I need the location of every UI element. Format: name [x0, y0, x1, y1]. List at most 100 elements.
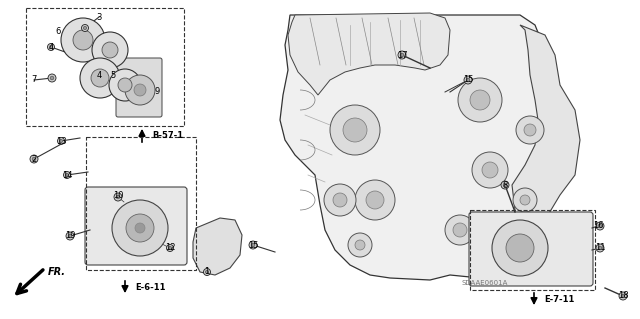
Text: 15: 15 — [248, 241, 259, 249]
Circle shape — [58, 137, 65, 145]
Circle shape — [73, 30, 93, 50]
Text: 4: 4 — [97, 70, 102, 79]
Circle shape — [501, 181, 509, 189]
Circle shape — [65, 174, 68, 177]
Circle shape — [596, 222, 604, 230]
Circle shape — [80, 58, 120, 98]
Circle shape — [466, 78, 470, 82]
Circle shape — [125, 75, 155, 105]
Bar — [86, 137, 196, 270]
Circle shape — [134, 84, 146, 96]
Circle shape — [506, 234, 534, 262]
Circle shape — [470, 90, 490, 110]
Circle shape — [61, 18, 105, 62]
Text: E-6-11: E-6-11 — [135, 283, 166, 292]
Circle shape — [50, 76, 54, 80]
Circle shape — [81, 25, 88, 32]
Circle shape — [49, 45, 52, 48]
Text: FR.: FR. — [48, 267, 66, 277]
Circle shape — [324, 184, 356, 216]
Polygon shape — [193, 218, 242, 275]
Circle shape — [204, 269, 211, 276]
Bar — [470, 210, 595, 290]
Polygon shape — [505, 25, 580, 278]
Circle shape — [205, 271, 209, 274]
Text: 17: 17 — [397, 50, 407, 60]
Circle shape — [168, 246, 172, 249]
Circle shape — [492, 220, 548, 276]
Circle shape — [520, 195, 530, 205]
Circle shape — [114, 193, 122, 201]
Circle shape — [112, 200, 168, 256]
Circle shape — [366, 191, 384, 209]
Circle shape — [47, 43, 54, 50]
Circle shape — [513, 188, 537, 212]
Circle shape — [464, 76, 472, 84]
Circle shape — [355, 240, 365, 250]
Circle shape — [116, 195, 120, 199]
Text: 16: 16 — [593, 221, 604, 231]
Bar — [26, 8, 184, 126]
Text: 7: 7 — [31, 76, 36, 85]
Circle shape — [251, 243, 255, 247]
Circle shape — [32, 157, 36, 161]
Text: 9: 9 — [154, 87, 159, 97]
Circle shape — [621, 294, 625, 298]
Text: 8: 8 — [502, 181, 508, 189]
Circle shape — [458, 78, 502, 122]
Text: 10: 10 — [113, 190, 124, 199]
Polygon shape — [288, 13, 450, 95]
Circle shape — [249, 241, 257, 249]
Circle shape — [472, 152, 508, 188]
Text: 3: 3 — [96, 12, 102, 21]
Text: 11: 11 — [595, 243, 605, 253]
Circle shape — [524, 124, 536, 136]
Text: E-7-11: E-7-11 — [544, 294, 574, 303]
Circle shape — [355, 180, 395, 220]
Polygon shape — [280, 15, 575, 280]
Circle shape — [445, 215, 475, 245]
Circle shape — [343, 118, 367, 142]
Circle shape — [598, 224, 602, 228]
Circle shape — [330, 105, 380, 155]
Circle shape — [83, 26, 86, 30]
Circle shape — [333, 193, 347, 207]
FancyBboxPatch shape — [469, 212, 593, 286]
Circle shape — [503, 183, 507, 187]
Circle shape — [63, 172, 70, 179]
Circle shape — [348, 233, 372, 257]
Circle shape — [166, 244, 173, 251]
Circle shape — [48, 74, 56, 82]
Circle shape — [516, 116, 544, 144]
Text: 15: 15 — [463, 76, 473, 85]
Circle shape — [596, 244, 604, 252]
Circle shape — [400, 53, 404, 57]
Circle shape — [126, 214, 154, 242]
Text: 18: 18 — [618, 292, 628, 300]
Text: 13: 13 — [56, 137, 67, 145]
Circle shape — [398, 51, 406, 59]
Circle shape — [135, 223, 145, 233]
Text: 14: 14 — [61, 170, 72, 180]
Text: 6: 6 — [55, 27, 61, 36]
Circle shape — [91, 69, 109, 87]
Circle shape — [118, 78, 132, 92]
Circle shape — [109, 69, 141, 101]
Circle shape — [598, 246, 602, 250]
Text: B-57-1: B-57-1 — [152, 131, 183, 140]
Circle shape — [102, 42, 118, 58]
FancyBboxPatch shape — [85, 187, 187, 265]
FancyBboxPatch shape — [116, 58, 162, 117]
Circle shape — [60, 139, 63, 143]
Circle shape — [30, 155, 38, 163]
Text: 5: 5 — [110, 70, 116, 79]
Circle shape — [482, 162, 498, 178]
Circle shape — [453, 223, 467, 237]
Text: 4: 4 — [49, 42, 54, 51]
Circle shape — [619, 292, 627, 300]
Text: 1: 1 — [204, 268, 210, 277]
Circle shape — [92, 32, 128, 68]
Text: 2: 2 — [31, 154, 36, 164]
Circle shape — [68, 234, 72, 238]
Circle shape — [66, 232, 74, 240]
